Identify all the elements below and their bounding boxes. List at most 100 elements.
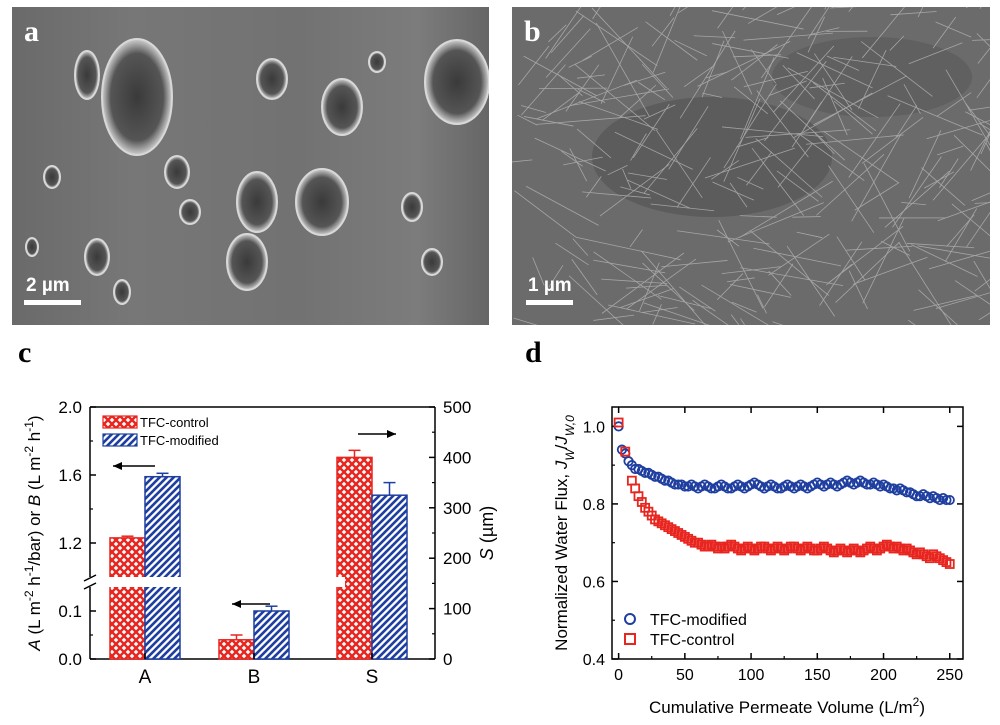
fiber-texture-line xyxy=(835,241,900,303)
fiber-texture-line xyxy=(577,88,606,103)
fiber-texture-line xyxy=(806,134,904,145)
bar-b-tfc-control xyxy=(218,639,255,660)
right-tick-label: 200 xyxy=(443,549,471,568)
fiber-texture-line xyxy=(592,7,601,20)
fiber-texture-line xyxy=(620,186,651,196)
x-tick-label: 150 xyxy=(804,667,831,684)
left-tick-label: 0.0 xyxy=(58,650,82,669)
point-tfc-modified xyxy=(722,483,733,494)
bar-s-tfc-control xyxy=(336,456,373,660)
fiber-texture-line xyxy=(911,244,978,277)
fiber-texture-line xyxy=(718,220,764,309)
fiber-texture-line xyxy=(739,180,833,238)
bar-b-tfc-modified xyxy=(253,610,290,660)
fiber-texture-line xyxy=(679,30,736,119)
point-tfc-modified xyxy=(649,471,661,482)
scale-label-a: 2 µm xyxy=(26,275,70,296)
fiber-texture-line xyxy=(745,129,851,138)
fiber-texture-line xyxy=(650,203,715,212)
fiber-texture-line xyxy=(921,167,966,206)
fiber-texture-line xyxy=(887,95,983,136)
fiber-texture-line xyxy=(977,47,990,64)
plot-frame xyxy=(611,406,964,660)
sem-image-a-texture xyxy=(12,7,489,325)
fiber-texture-line xyxy=(545,7,582,59)
fiber-texture-line xyxy=(965,211,990,248)
right-tick-label: 400 xyxy=(443,448,471,467)
fiber-texture-line xyxy=(880,240,910,256)
fiber-texture-line xyxy=(780,100,846,161)
fiber-texture-line xyxy=(585,176,602,198)
fiber-texture-line xyxy=(601,252,685,314)
fiber-texture-line xyxy=(679,286,716,312)
fiber-texture-line xyxy=(730,314,740,325)
fiber-texture-line xyxy=(810,27,840,35)
fiber-texture-line xyxy=(729,182,748,208)
fiber-texture-line xyxy=(702,92,723,98)
point-tfc-modified xyxy=(630,463,641,475)
fiber-texture-line xyxy=(639,262,660,312)
point-tfc-modified xyxy=(944,494,955,506)
fiber-texture-line xyxy=(753,247,842,267)
panel-label-b: b xyxy=(524,15,541,48)
y-axis-label: Normalized Water Flux, JW/JW,0 xyxy=(552,415,577,651)
fiber-texture-line xyxy=(652,304,662,325)
fiber-texture-line xyxy=(814,132,835,155)
fiber-texture-line xyxy=(576,128,612,159)
fiber-texture-line xyxy=(574,64,656,132)
fiber-texture-line xyxy=(862,217,905,304)
fiber-texture-line xyxy=(976,78,990,99)
fiber-texture-line xyxy=(819,241,863,306)
left-tick-label: 1.2 xyxy=(58,534,82,553)
fiber-texture-line xyxy=(627,172,667,180)
point-tfc-control xyxy=(630,483,641,494)
fiber-texture-line xyxy=(764,263,794,308)
fiber-texture-line xyxy=(743,70,808,88)
fiber-texture-line xyxy=(965,103,990,136)
bar-a-tfc-control xyxy=(109,537,146,660)
point-tfc-modified xyxy=(861,479,873,490)
sem-image-a: a 2 µm xyxy=(12,7,489,325)
fiber-texture-line xyxy=(970,130,990,171)
panel-label-d: d xyxy=(525,336,542,369)
fiber-texture-line xyxy=(572,238,589,256)
fiber-texture-line xyxy=(976,33,990,48)
fiber-texture-line xyxy=(740,267,844,287)
axis-break-gap xyxy=(80,577,345,587)
fiber-texture-line xyxy=(951,203,990,237)
fiber-texture-line xyxy=(641,307,678,313)
fiber-texture-line xyxy=(568,56,592,68)
point-tfc-control xyxy=(620,446,631,457)
fiber-texture-line xyxy=(776,7,796,16)
fiber-texture-line xyxy=(736,137,769,148)
fiber-texture-line xyxy=(814,53,853,111)
fiber-texture-line xyxy=(640,250,706,325)
fiber-texture-line xyxy=(563,156,603,166)
fiber-texture-line xyxy=(973,260,990,290)
legend-marker-tfc-modified xyxy=(624,613,636,625)
fiber-texture-line xyxy=(643,302,710,325)
fiber-texture-line xyxy=(575,236,681,261)
point-tfc-modified xyxy=(659,475,671,486)
chart-d: 0 50 100 150 200 250 0.4 0.6 0.8 1.0 TFC-modified T… xyxy=(552,406,964,717)
fiber-texture-line xyxy=(731,301,757,313)
fiber-texture-line xyxy=(809,82,845,89)
fiber-texture-line xyxy=(571,259,598,296)
x-tick-label-s: S xyxy=(366,667,379,688)
fiber-texture-line xyxy=(731,44,778,81)
scale-bar-line-a xyxy=(24,300,81,305)
fiber-texture-line xyxy=(787,67,879,119)
fiber-texture-line xyxy=(683,66,713,88)
fiber-texture-line xyxy=(852,256,928,285)
fiber-texture-line xyxy=(523,116,574,127)
fiber-texture-line xyxy=(614,131,693,170)
sem-image-b: b 1 µm xyxy=(512,7,990,325)
x-tick-label-b: B xyxy=(248,667,261,688)
fiber-texture-line xyxy=(854,182,900,211)
panel-label-c: c xyxy=(18,336,32,369)
fiber-texture-line xyxy=(513,317,538,325)
fiber-texture-line xyxy=(833,56,897,67)
fiber-texture-line xyxy=(846,245,913,251)
fiber-texture-line xyxy=(907,319,916,325)
fiber-texture-line xyxy=(861,7,905,59)
